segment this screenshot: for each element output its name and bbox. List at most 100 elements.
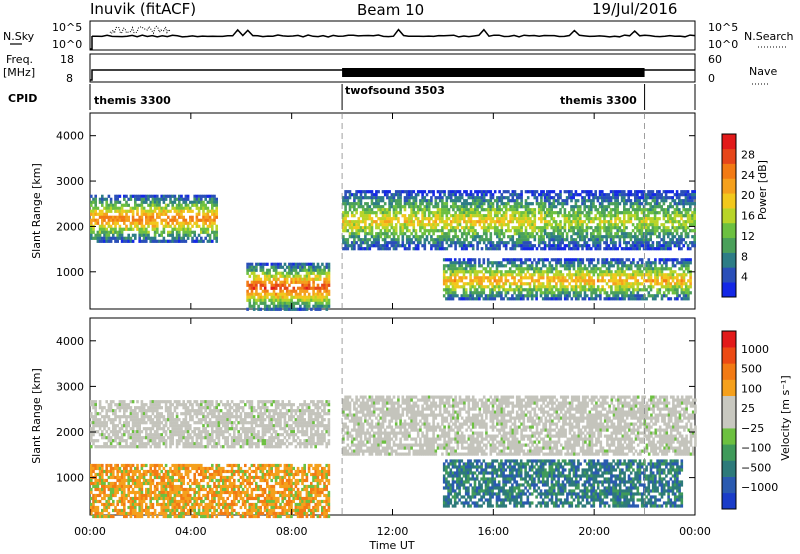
- echo-cell: [368, 214, 372, 218]
- echo-cell: [496, 226, 499, 230]
- echo-cell: [526, 244, 530, 248]
- echo-cell: [370, 217, 374, 221]
- echo-cell: [561, 285, 565, 289]
- echo-cell: [528, 288, 532, 292]
- echo-cell: [555, 297, 558, 301]
- echo-cell: [169, 194, 172, 198]
- echo-cell: [476, 205, 479, 209]
- echo-cell: [359, 202, 363, 206]
- echo-cell: [307, 295, 311, 299]
- echo-cell: [621, 270, 624, 274]
- echo-cell: [629, 294, 633, 298]
- echo-cell: [469, 264, 472, 268]
- echo-cell: [478, 190, 482, 194]
- echo-cell: [647, 226, 650, 230]
- echo-cell: [618, 202, 622, 206]
- echo-cell: [372, 241, 376, 245]
- echo-cell: [544, 285, 547, 289]
- echo-cell: [511, 264, 514, 268]
- echo-cell: [504, 247, 508, 251]
- echo-cell: [285, 286, 289, 290]
- echo-cell: [649, 232, 652, 236]
- echo-cell: [647, 261, 651, 265]
- echo-cell: [454, 232, 457, 236]
- echo-cell: [283, 268, 287, 272]
- echo-cell: [441, 190, 444, 194]
- echo-cell: [568, 273, 571, 277]
- echo-cell: [660, 238, 663, 242]
- echo-cell: [546, 276, 549, 280]
- echo-cell: [511, 193, 515, 197]
- echo-cell: [357, 226, 361, 230]
- echo-cell: [427, 241, 431, 245]
- echo-cell: [211, 209, 214, 213]
- echo-cell: [662, 202, 666, 206]
- echo-cell: [620, 232, 624, 236]
- echo-cell: [531, 214, 534, 218]
- echo-cell: [215, 227, 218, 231]
- echo-cell: [660, 276, 664, 280]
- echo-cell: [432, 190, 435, 194]
- echo-cell: [660, 229, 663, 233]
- echo-cell: [303, 307, 307, 311]
- echo-cell: [129, 412, 133, 416]
- echo-cell: [561, 202, 564, 206]
- echo-cell: [590, 238, 593, 242]
- echo-cell: [127, 424, 130, 428]
- echo-cell: [314, 277, 318, 281]
- echo-cell: [506, 291, 510, 295]
- echo-cell: [175, 203, 179, 207]
- echo-cell: [579, 229, 582, 233]
- echo-cell: [475, 273, 479, 277]
- echo-cell: [412, 241, 416, 245]
- echo-cell: [392, 211, 396, 215]
- echo-cell: [274, 298, 278, 302]
- echo-cell: [574, 291, 578, 295]
- echo-cell: [307, 277, 311, 281]
- echo-cell: [147, 415, 150, 419]
- echo-cell: [361, 220, 365, 224]
- echo-cell: [506, 270, 510, 274]
- echo-cell: [427, 190, 431, 194]
- echo-cell: [627, 196, 630, 200]
- echo-cell: [686, 220, 690, 224]
- echo-cell: [266, 274, 269, 278]
- echo-cell: [162, 197, 166, 201]
- echo-cell: [274, 295, 278, 299]
- echo-cell: [303, 298, 307, 302]
- echo-cell: [517, 285, 521, 289]
- echo-cell: [552, 205, 556, 209]
- echo-cell: [550, 258, 554, 262]
- echo-cell: [658, 211, 661, 215]
- echo-cell: [123, 215, 126, 219]
- echo-cell: [568, 276, 571, 280]
- echo-cell: [123, 445, 126, 449]
- echo-cell: [623, 214, 626, 218]
- echo-cell: [138, 194, 141, 198]
- echo-cell: [526, 235, 530, 239]
- echo-cell: [164, 203, 168, 207]
- echo-cell: [372, 238, 376, 242]
- echo-cell: [577, 270, 580, 274]
- echo-cell: [638, 244, 641, 248]
- echo-cell: [131, 424, 135, 428]
- echo-cell: [92, 424, 95, 428]
- echo-cell: [346, 223, 350, 227]
- echo-cell: [691, 202, 694, 206]
- echo-cell: [687, 267, 690, 271]
- echo-cell: [638, 208, 641, 212]
- echo-cell: [321, 304, 324, 308]
- echo-cell: [184, 200, 188, 204]
- echo-cell: [548, 214, 551, 218]
- echo-cell: [537, 288, 541, 292]
- echo-cell: [353, 199, 356, 203]
- echo-cell: [612, 196, 615, 200]
- echo-cell: [323, 277, 326, 281]
- echo-cell: [120, 227, 124, 231]
- echo-cell: [136, 206, 139, 210]
- echo-cell: [629, 217, 633, 221]
- echo-cell: [495, 264, 499, 268]
- echo-cell: [92, 206, 95, 210]
- echo-cell: [671, 291, 675, 295]
